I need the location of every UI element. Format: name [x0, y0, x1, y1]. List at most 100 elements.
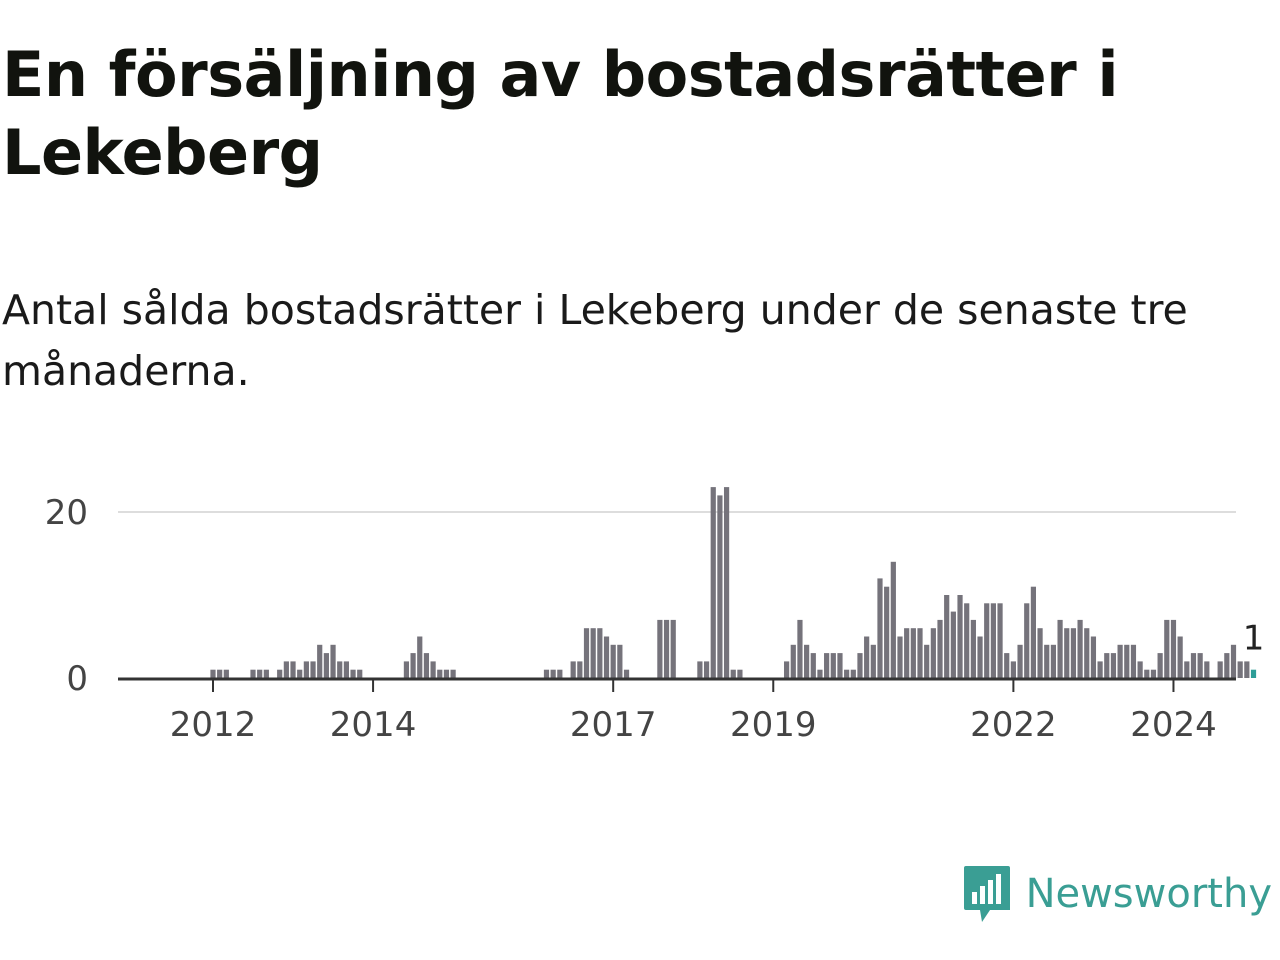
- y-tick-label: 0: [66, 659, 88, 699]
- bar: [877, 578, 883, 678]
- bar: [1037, 628, 1043, 678]
- bar: [1237, 661, 1243, 678]
- x-tick-label: 2012: [170, 705, 257, 745]
- highlight-bar: [1250, 669, 1257, 678]
- bar: [250, 669, 256, 678]
- bar: [423, 653, 430, 678]
- bar: [217, 669, 223, 678]
- bar: [1084, 628, 1090, 678]
- bar: [277, 669, 283, 678]
- bar: [950, 611, 956, 678]
- bar: [263, 669, 269, 678]
- bar: [1230, 644, 1237, 678]
- bar: [697, 661, 703, 678]
- bar: [303, 661, 309, 678]
- bar: [597, 628, 603, 678]
- bar: [904, 628, 910, 678]
- bar: [964, 603, 970, 678]
- bar: [557, 669, 563, 678]
- bar: [317, 644, 323, 678]
- bar: [990, 603, 996, 678]
- bar: [223, 669, 229, 678]
- bar: [1050, 644, 1057, 678]
- bar: [890, 561, 896, 678]
- bar: [290, 661, 296, 678]
- bar: [1117, 644, 1123, 678]
- bar: [1170, 619, 1177, 678]
- bar: [410, 653, 416, 678]
- bar: [310, 661, 316, 678]
- bar: [850, 669, 856, 678]
- brand-name: Newsworthy: [1025, 871, 1272, 917]
- bar: [830, 653, 836, 678]
- bar: [343, 661, 349, 678]
- bar: [1097, 661, 1103, 678]
- bar: [657, 619, 663, 678]
- brand-logo: Newsworthy: [962, 864, 1272, 924]
- bar: [210, 669, 216, 678]
- bar: [997, 603, 1003, 678]
- bar: [703, 661, 710, 678]
- bar: [797, 619, 803, 678]
- bar: [663, 619, 670, 678]
- bar: [723, 487, 730, 678]
- bar: [844, 669, 850, 678]
- bar: [1024, 603, 1030, 678]
- bar: [1144, 669, 1150, 678]
- bar: [817, 669, 823, 678]
- bar: [583, 628, 590, 678]
- bar: [543, 669, 550, 678]
- chart-title: En försäljning av bostadsrätter i Lekebe…: [2, 38, 1119, 189]
- y-ticks-layer: 0 20: [45, 493, 88, 699]
- y-tick-label: 20: [45, 493, 88, 533]
- bars-layer: [210, 487, 1257, 678]
- bar: [1077, 619, 1083, 678]
- x-tick-label: 2019: [730, 705, 817, 745]
- bar: [857, 653, 863, 678]
- bar: [790, 644, 796, 678]
- bar: [784, 661, 790, 678]
- bar: [1090, 636, 1097, 678]
- bar: [1070, 628, 1077, 678]
- chart-subtitle: Antal sålda bostadsrätter i Lekeberg und…: [2, 286, 1188, 395]
- bar: [810, 653, 816, 678]
- x-ticks-layer: 2012 2014 2017 2019 2022 2024: [170, 679, 1217, 745]
- bar: [710, 487, 716, 678]
- bar: [737, 669, 743, 678]
- bar: [957, 595, 963, 678]
- x-tick-label: 2014: [330, 705, 417, 745]
- bar: [430, 661, 436, 678]
- bar: [1104, 653, 1110, 678]
- bar: [970, 619, 976, 678]
- bar: [804, 644, 810, 678]
- bar: [1124, 644, 1130, 678]
- x-tick-label: 2022: [970, 705, 1057, 745]
- bar: [1044, 644, 1050, 678]
- bar: [323, 653, 329, 678]
- bar: [670, 619, 676, 678]
- bar: [1204, 661, 1210, 678]
- bar: [1057, 619, 1063, 678]
- bar: [1197, 653, 1203, 678]
- bar: [924, 644, 930, 678]
- bar: [944, 595, 950, 678]
- bar: [1110, 653, 1117, 678]
- bar: [1017, 644, 1023, 678]
- bar: [1064, 628, 1070, 678]
- bar: [403, 661, 410, 678]
- bar: [337, 661, 343, 678]
- bar-chart: 2012 2014 2017 2019 2022 2024 0 20 1: [45, 487, 1264, 745]
- bar: [1184, 661, 1190, 678]
- bar: [1217, 661, 1223, 678]
- bar: [977, 636, 983, 678]
- bar: [617, 644, 623, 678]
- bar: [577, 661, 583, 678]
- bar: [570, 661, 576, 678]
- bar: [257, 669, 263, 678]
- bar: [884, 586, 890, 678]
- bar: [837, 653, 843, 678]
- bar: [864, 636, 870, 678]
- bar: [1244, 661, 1250, 678]
- bar: [1150, 669, 1157, 678]
- bar: [603, 636, 610, 678]
